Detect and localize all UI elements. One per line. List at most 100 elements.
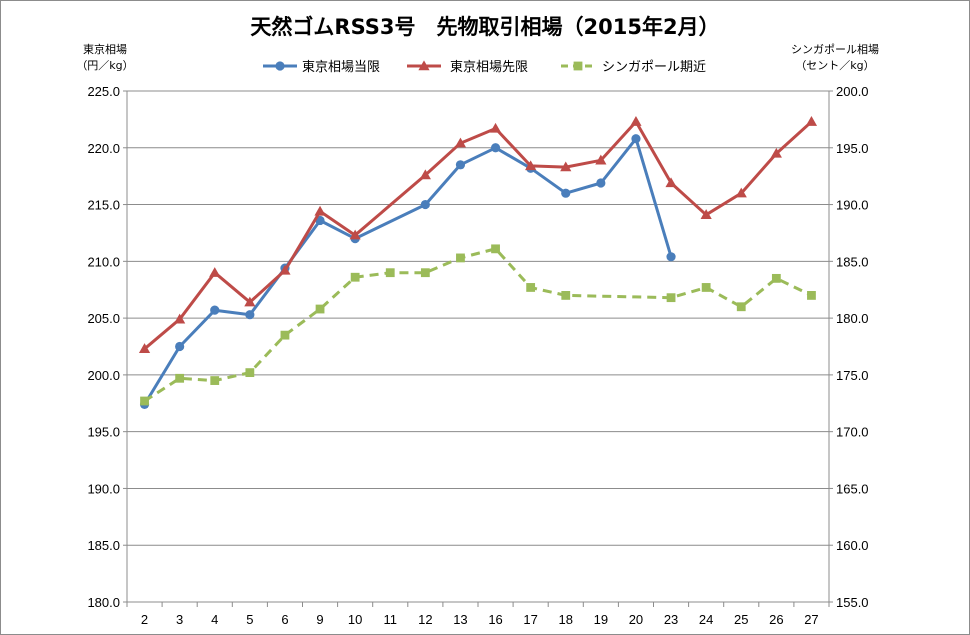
data-point-series-1 xyxy=(490,143,501,153)
data-point-series-3 xyxy=(140,396,149,406)
x-tick-label: 6 xyxy=(281,612,288,627)
data-point-series-1 xyxy=(455,160,466,170)
data-point-series-3 xyxy=(666,293,676,303)
legend-label-1: 東京相場当限 xyxy=(302,59,380,75)
left-tick-label: 185.0 xyxy=(87,538,120,553)
legend-marker-1 xyxy=(275,61,285,71)
x-tick-label: 12 xyxy=(418,612,432,627)
data-point-series-3 xyxy=(245,368,255,378)
series-lines xyxy=(138,116,818,410)
gridlines xyxy=(127,90,829,603)
data-point-series-3 xyxy=(280,330,290,340)
data-point-series-3 xyxy=(175,373,185,383)
right-tick-label: 160.0 xyxy=(836,538,869,553)
legend: 東京相場当限 東京相場先限 シンガポール期近 xyxy=(263,59,706,75)
data-point-series-2 xyxy=(244,296,256,307)
left-axis-label-line1: 東京相場 xyxy=(83,42,127,56)
data-point-series-2 xyxy=(700,209,712,219)
data-point-series-1 xyxy=(420,199,430,210)
left-tick-label: 180.0 xyxy=(87,595,120,610)
right-tick-label: 175.0 xyxy=(836,368,869,383)
x-tick-label: 9 xyxy=(316,612,323,627)
data-point-series-2 xyxy=(735,187,747,198)
left-tick-label: 195.0 xyxy=(87,425,120,440)
data-point-series-3 xyxy=(385,268,395,278)
right-tick-label: 180.0 xyxy=(836,311,869,326)
left-tick-label: 210.0 xyxy=(87,254,120,269)
data-point-series-2 xyxy=(138,343,151,353)
data-point-series-3 xyxy=(701,283,711,292)
legend-marker-3 xyxy=(573,61,583,71)
axes: 180.0 185.0 190.0 195.0 200.0 205.0 210.0 215.0… xyxy=(87,84,868,627)
x-tick-label: 27 xyxy=(804,612,818,627)
right-tick-label: 170.0 xyxy=(836,425,869,440)
x-tick-label: 2 xyxy=(141,612,148,627)
data-point-series-3 xyxy=(456,253,465,263)
data-point-series-3 xyxy=(561,291,571,300)
left-tick-label: 190.0 xyxy=(87,481,120,496)
data-point-series-1 xyxy=(666,252,676,262)
left-tick-label: 225.0 xyxy=(87,84,120,99)
data-point-series-2 xyxy=(419,169,431,180)
data-point-series-1 xyxy=(561,188,571,198)
data-point-series-1 xyxy=(175,341,185,352)
x-tick-label: 19 xyxy=(594,612,608,627)
data-point-series-1 xyxy=(210,305,220,315)
x-tick-label: 26 xyxy=(769,612,783,627)
data-point-series-2 xyxy=(630,116,642,126)
left-tick-label: 205.0 xyxy=(87,311,120,326)
data-point-series-2 xyxy=(174,313,186,324)
data-point-series-3 xyxy=(807,291,816,300)
data-point-series-2 xyxy=(805,116,818,126)
left-tick-label: 215.0 xyxy=(87,198,120,213)
x-tick-label: 24 xyxy=(699,612,713,627)
data-point-series-1 xyxy=(631,134,641,144)
x-tick-label: 4 xyxy=(211,612,218,627)
data-point-series-2 xyxy=(314,205,326,216)
data-point-series-3 xyxy=(350,272,360,282)
right-axis-label-line1: シンガポール相場 xyxy=(791,43,879,56)
data-point-series-2 xyxy=(279,264,291,275)
x-tick-label: 10 xyxy=(348,612,362,627)
right-axis-label-line2: （セント／kg） xyxy=(795,59,874,72)
data-point-series-3 xyxy=(315,304,325,314)
data-point-series-3 xyxy=(526,283,536,292)
x-tick-label: 3 xyxy=(176,612,183,627)
legend-label-3: シンガポール期近 xyxy=(602,60,706,75)
data-point-series-2 xyxy=(665,177,677,188)
x-tick-label: 17 xyxy=(523,612,537,627)
x-tick-label: 23 xyxy=(664,612,678,627)
x-tick-label: 5 xyxy=(246,612,253,627)
left-axis-label-line2: （円／kg） xyxy=(76,59,133,72)
x-tick-label: 20 xyxy=(629,612,643,627)
x-tick-label: 25 xyxy=(734,612,748,627)
right-tick-label: 195.0 xyxy=(836,141,869,156)
data-point-series-1 xyxy=(245,310,255,320)
data-point-series-2 xyxy=(349,229,361,240)
data-point-series-1 xyxy=(596,178,606,188)
data-point-series-2 xyxy=(525,160,537,171)
right-tick-label: 155.0 xyxy=(836,595,869,610)
series-line-3 xyxy=(143,247,813,403)
legend-label-2: 東京相場先限 xyxy=(450,59,528,75)
right-tick-label: 200.0 xyxy=(836,84,869,99)
right-tick-label: 165.0 xyxy=(836,481,869,496)
right-tick-label: 185.0 xyxy=(836,254,869,269)
data-point-series-2 xyxy=(489,122,502,133)
left-tick-label: 220.0 xyxy=(87,141,120,156)
data-point-series-3 xyxy=(736,302,746,312)
data-point-series-3 xyxy=(491,244,500,254)
x-tick-label: 16 xyxy=(488,612,502,627)
data-point-series-2 xyxy=(454,137,467,148)
legend-marker-2 xyxy=(418,60,430,71)
data-point-series-2 xyxy=(560,161,572,172)
data-point-series-2 xyxy=(595,154,607,165)
x-tick-label: 18 xyxy=(559,612,573,627)
data-point-series-3 xyxy=(771,273,781,283)
x-tick-label: 13 xyxy=(453,612,467,627)
right-tick-label: 190.0 xyxy=(836,198,869,213)
data-point-series-2 xyxy=(770,147,782,158)
left-tick-label: 200.0 xyxy=(87,368,120,383)
